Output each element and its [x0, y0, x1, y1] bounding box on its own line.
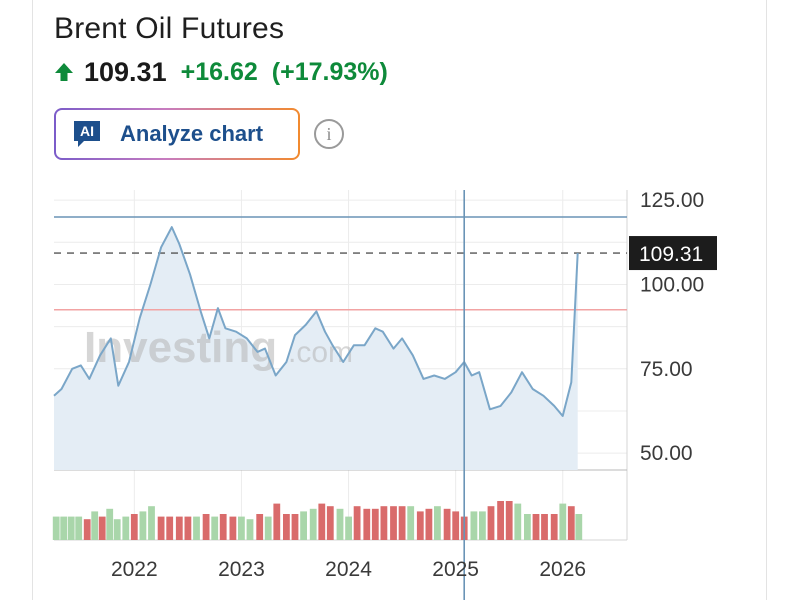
volume-bar — [398, 506, 406, 540]
card-border-left — [32, 0, 33, 600]
analyze-chart-button[interactable]: AI Analyze chart — [54, 108, 300, 160]
volume-bar — [184, 516, 192, 540]
volume-bar — [470, 511, 478, 540]
volume-bar — [487, 506, 495, 540]
volume-bars — [52, 501, 583, 540]
y-tick-label: 75.00 — [640, 358, 693, 381]
up-arrow-icon — [55, 63, 73, 81]
volume-bar — [380, 506, 388, 540]
volume-bar — [229, 516, 237, 540]
volume-bar — [559, 503, 567, 540]
volume-bar — [353, 506, 361, 540]
volume-bar — [75, 516, 83, 540]
volume-bar — [300, 511, 307, 540]
volume-bar — [434, 506, 441, 540]
last-price-marker: 109.31 — [629, 236, 717, 271]
volume-bar — [505, 501, 513, 540]
volume-bar — [336, 508, 344, 540]
investing-watermark: Investing .com — [84, 323, 353, 372]
price-line — [53, 226, 579, 417]
volume-bar — [83, 519, 91, 540]
volume-bar — [550, 514, 558, 540]
price-change-percent: (+17.93%) — [271, 57, 388, 86]
volume-bar — [567, 506, 575, 540]
volume-bar — [497, 501, 504, 540]
x-tick-label: 2024 — [325, 558, 372, 581]
volume-bar — [157, 516, 165, 540]
volume-bar — [246, 519, 254, 540]
volume-bar — [479, 511, 486, 540]
volume-bar — [345, 516, 352, 540]
volume-bar — [416, 511, 424, 540]
volume-bar — [407, 506, 415, 540]
svg-text:.com: .com — [288, 336, 353, 369]
last-price-label: 109.31 — [639, 243, 703, 266]
card-border-right — [766, 0, 767, 600]
volume-bar — [291, 514, 299, 540]
volume-bar — [309, 508, 317, 540]
volume-bar — [541, 514, 548, 540]
volume-bar — [130, 514, 138, 540]
ai-icon-text: AI — [80, 123, 94, 139]
volume-bar — [52, 516, 60, 540]
volume-bar — [148, 506, 155, 540]
x-axis-labels: 2022 2023 2024 2025 2026 — [111, 558, 586, 581]
volume-bar — [363, 508, 371, 540]
x-tick-label: 2022 — [111, 558, 158, 581]
volume-bar — [91, 511, 99, 540]
volume-bar — [256, 514, 264, 540]
volume-bar — [166, 516, 174, 540]
y-tick-label: 50.00 — [640, 442, 693, 465]
instrument-title: Brent Oil Futures — [54, 12, 285, 45]
y-tick-label: 100.00 — [640, 273, 704, 296]
x-tick-label: 2025 — [432, 558, 479, 581]
volume-bar — [425, 508, 433, 540]
volume-bar — [318, 503, 326, 540]
volume-bar — [175, 516, 183, 540]
last-price: 109.31 — [84, 56, 167, 87]
volume-bar — [219, 514, 227, 540]
price-change: +16.62 — [180, 57, 258, 86]
volume-bar — [193, 516, 200, 540]
y-axis-labels: 125.00 100.00 75.00 50.00 — [640, 189, 704, 465]
ai-icon: AI — [74, 121, 100, 147]
volume-bar — [60, 516, 68, 540]
volume-bar — [326, 506, 334, 540]
volume-bar — [514, 503, 522, 540]
volume-bar — [532, 514, 540, 540]
volume-bar — [390, 506, 397, 540]
volume-bar — [443, 508, 451, 540]
volume-bar — [106, 508, 114, 540]
price-row: 109.31 +16.62 (+17.93%) — [54, 55, 388, 89]
volume-bar — [202, 514, 210, 540]
volume-bar — [238, 516, 245, 540]
volume-bar — [575, 514, 583, 540]
svg-text:Investing: Investing — [84, 323, 277, 372]
volume-bar — [283, 514, 290, 540]
info-icon[interactable]: i — [314, 119, 344, 149]
volume-bar — [371, 508, 379, 540]
volume-bar — [67, 516, 75, 540]
last-price-box — [629, 236, 717, 271]
volume-bar — [211, 516, 219, 540]
volume-bar — [264, 516, 272, 540]
x-tick-label: 2026 — [539, 558, 586, 581]
volume-bar — [273, 503, 281, 540]
volume-bar — [113, 519, 121, 540]
analyze-chart-label: Analyze chart — [120, 121, 264, 146]
x-tick-label: 2023 — [218, 558, 265, 581]
volume-bar — [139, 511, 147, 540]
volume-bar — [452, 511, 460, 540]
price-area-fill — [54, 227, 578, 470]
y-tick-label: 125.00 — [640, 189, 704, 212]
volume-bar — [524, 514, 531, 540]
volume-bar — [98, 516, 106, 540]
volume-bar — [122, 516, 130, 540]
